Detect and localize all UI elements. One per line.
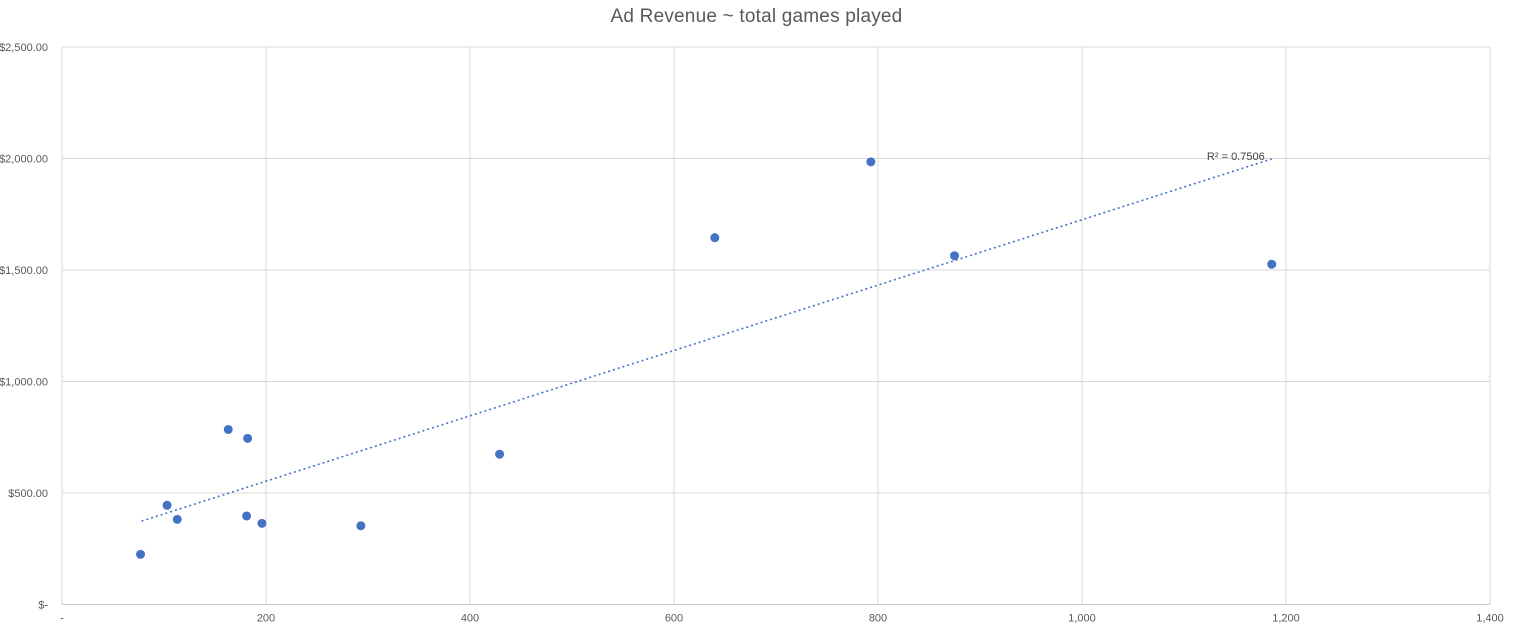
x-tick-label: 1,200	[1272, 613, 1300, 625]
data-point[interactable]	[866, 157, 876, 167]
data-point[interactable]	[162, 500, 172, 510]
x-tick-label: 600	[665, 613, 683, 625]
y-tick-label: $1,000.00	[0, 377, 48, 389]
data-point[interactable]	[495, 449, 505, 459]
data-point[interactable]	[172, 514, 182, 524]
x-tick-label: 200	[257, 613, 275, 625]
data-point[interactable]	[223, 424, 233, 434]
data-point[interactable]	[243, 433, 253, 443]
data-point[interactable]	[257, 518, 267, 528]
x-tick-label: 400	[461, 613, 479, 625]
data-point[interactable]	[136, 549, 146, 559]
x-tick-label: 1,400	[1476, 613, 1504, 625]
trendline[interactable]	[141, 158, 1272, 522]
chart-title: Ad Revenue ~ total games played	[610, 6, 903, 27]
y-tick-label: $2,000.00	[0, 154, 48, 166]
data-point[interactable]	[242, 511, 252, 521]
y-tick-label: $500.00	[8, 488, 48, 500]
data-point[interactable]	[1267, 259, 1277, 269]
data-point[interactable]	[356, 521, 366, 531]
x-tick-label: -	[60, 613, 64, 625]
r-squared-label[interactable]: R² = 0.7506	[1207, 151, 1265, 163]
y-tick-label: $2,500.00	[0, 42, 48, 54]
data-point[interactable]	[950, 251, 959, 261]
x-tick-label: 800	[869, 613, 887, 625]
y-tick-label: $-	[38, 600, 48, 612]
data-point[interactable]	[710, 233, 720, 243]
x-tick-label: 1,000	[1068, 613, 1096, 625]
y-tick-label: $1,500.00	[0, 265, 48, 277]
